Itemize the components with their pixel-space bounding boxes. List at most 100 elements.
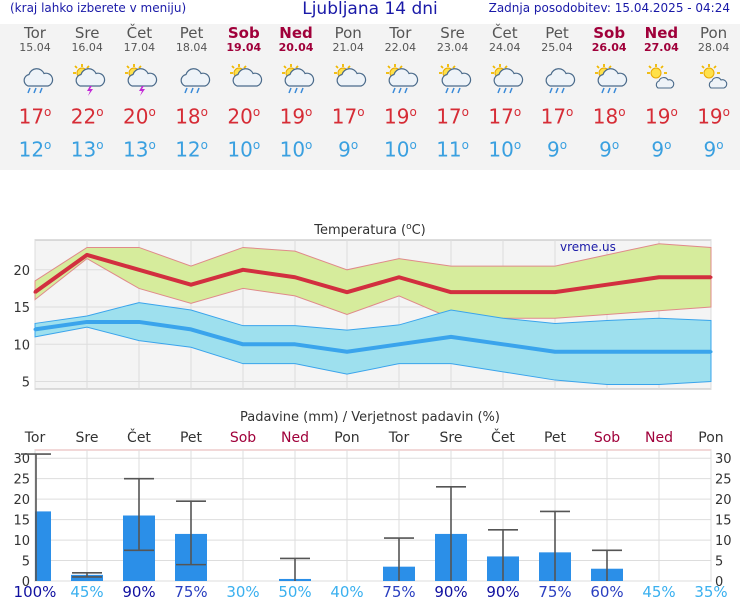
day-date: 21.04 [332, 41, 364, 54]
day-name: Pet [545, 24, 569, 42]
temp-max: 17o [331, 104, 365, 129]
precip-probability: 90% [122, 583, 155, 600]
min-temp-point [657, 350, 661, 354]
min-temp-point [85, 320, 89, 324]
max-temp-point [189, 283, 193, 287]
max-temp-point [241, 268, 245, 272]
y-tick-label-right: 30 [715, 452, 732, 467]
temp-min: 9o [338, 137, 359, 162]
min-temp-point [345, 350, 349, 354]
temp-min: 9o [599, 137, 620, 162]
day-date: 23.04 [436, 41, 469, 54]
min-temp-point [241, 342, 245, 346]
temp-max: 17o [18, 104, 52, 129]
max-temp-point [553, 290, 557, 294]
y-tick-label: 15 [13, 301, 30, 316]
chart-title: Temperatura (oC) [313, 222, 425, 238]
thunderstorm-sun-icon [68, 62, 106, 96]
min-temp-point [449, 335, 453, 339]
y-tick-label: 20 [13, 264, 30, 279]
day-date: 20.04 [278, 41, 314, 54]
day-name: Tor [24, 24, 46, 42]
temp-max: 19o [644, 104, 678, 129]
temp-min: 12o [175, 137, 208, 162]
day-column: Pon 21.04 17o 9o [322, 24, 374, 161]
temp-max: 22o [70, 104, 104, 129]
precip-probability: 45% [642, 583, 675, 600]
temp-min: 11o [436, 137, 469, 162]
last-update: Zadnja posodobitev: 15.04.2025 - 04:24 [488, 1, 730, 15]
temp-min: 9o [546, 137, 568, 162]
x-tick-label: Pon [698, 430, 723, 446]
temp-min: 9o [651, 137, 672, 162]
location-menu-hint[interactable]: (kraj lahko izberete v meniju) [10, 1, 187, 15]
thunderstorm-sun-icon [120, 62, 158, 96]
day-date: 25.04 [541, 41, 573, 54]
temp-min: 10o [488, 137, 522, 162]
day-name: Sre [440, 24, 465, 42]
x-tick-label: Čet [491, 428, 515, 446]
day-name: Sob [593, 24, 626, 42]
temp-max: 20o [227, 104, 261, 129]
sun-cloud-rain-icon [381, 62, 419, 94]
day-column: Čet 17.04 20o 13o [113, 24, 165, 161]
day-date: 19.04 [226, 41, 262, 54]
max-temp-point [449, 290, 453, 294]
day-column: Pon 28.04 19o 9o [688, 24, 740, 161]
temp-max: 17o [436, 104, 469, 129]
precipitation-chart: Padavine (mm) / Verjetnost padavin (%) To… [13, 410, 732, 600]
precip-probability: 75% [538, 583, 571, 600]
precip-probability: 100% [14, 583, 57, 600]
precip-probability: 30% [226, 583, 259, 600]
y-tick-label: 0 [22, 575, 30, 590]
min-temp-range-band [34, 302, 712, 386]
max-temp-point [85, 253, 89, 257]
day-name: Pon [334, 24, 362, 42]
y-tick-label-right: 20 [715, 493, 732, 508]
sun-cloud-rain-icon [486, 62, 524, 94]
day-column: Sre 16.04 22o 13o [61, 24, 113, 161]
temp-max: 20o [122, 104, 156, 129]
temp-max: 18o [592, 104, 626, 129]
max-temp-point [33, 290, 37, 294]
chart-title: Padavine (mm) / Verjetnost padavin (%) [240, 410, 500, 425]
max-temp-point [709, 275, 713, 279]
max-temp-point [293, 275, 297, 279]
partly-cloudy-icon [225, 62, 263, 94]
day-column: Pet 18.04 18o 12o [166, 24, 218, 161]
y-tick-label-right: 0 [715, 575, 723, 590]
temp-min: 9o [703, 137, 724, 162]
precip-probability: 75% [174, 583, 207, 600]
temp-min: 12o [18, 137, 52, 162]
x-tick-label: Pon [334, 430, 359, 446]
precip-bar [71, 574, 103, 581]
y-tick-label: 10 [13, 534, 30, 549]
y-tick-label-right: 5 [715, 555, 723, 570]
x-tick-label: Tor [388, 430, 410, 446]
header: (kraj lahko izberete v meniju) Ljubljana… [0, 0, 740, 20]
day-name: Pet [179, 24, 204, 42]
sun-cloud-rain-icon [590, 62, 628, 94]
day-date: 18.04 [175, 41, 208, 54]
day-name: Tor [389, 24, 412, 42]
y-tick-label-right: 15 [715, 514, 732, 529]
max-temp-point [501, 290, 505, 294]
day-name: Čet [126, 24, 153, 42]
page-title: Ljubljana 14 dni [302, 0, 438, 19]
max-temp-point [345, 290, 349, 294]
temp-max: 19o [279, 104, 313, 129]
temp-max: 17o [540, 104, 574, 129]
day-name: Pon [699, 24, 728, 42]
day-column: Čet 24.04 17o 10o [479, 24, 531, 161]
day-date: 27.04 [643, 41, 679, 54]
day-column: Ned 27.04 19o 9o [635, 24, 687, 161]
day-name: Sre [74, 24, 100, 42]
max-temp-point [657, 275, 661, 279]
day-date: 17.04 [123, 41, 156, 54]
min-temp-point [605, 350, 609, 354]
day-date: 22.04 [384, 41, 417, 54]
max-temp-point [397, 275, 401, 279]
x-tick-label: Sob [230, 430, 256, 446]
temp-min: 10o [227, 137, 261, 162]
day-column: Sob 19.04 20o 10o [218, 24, 270, 161]
